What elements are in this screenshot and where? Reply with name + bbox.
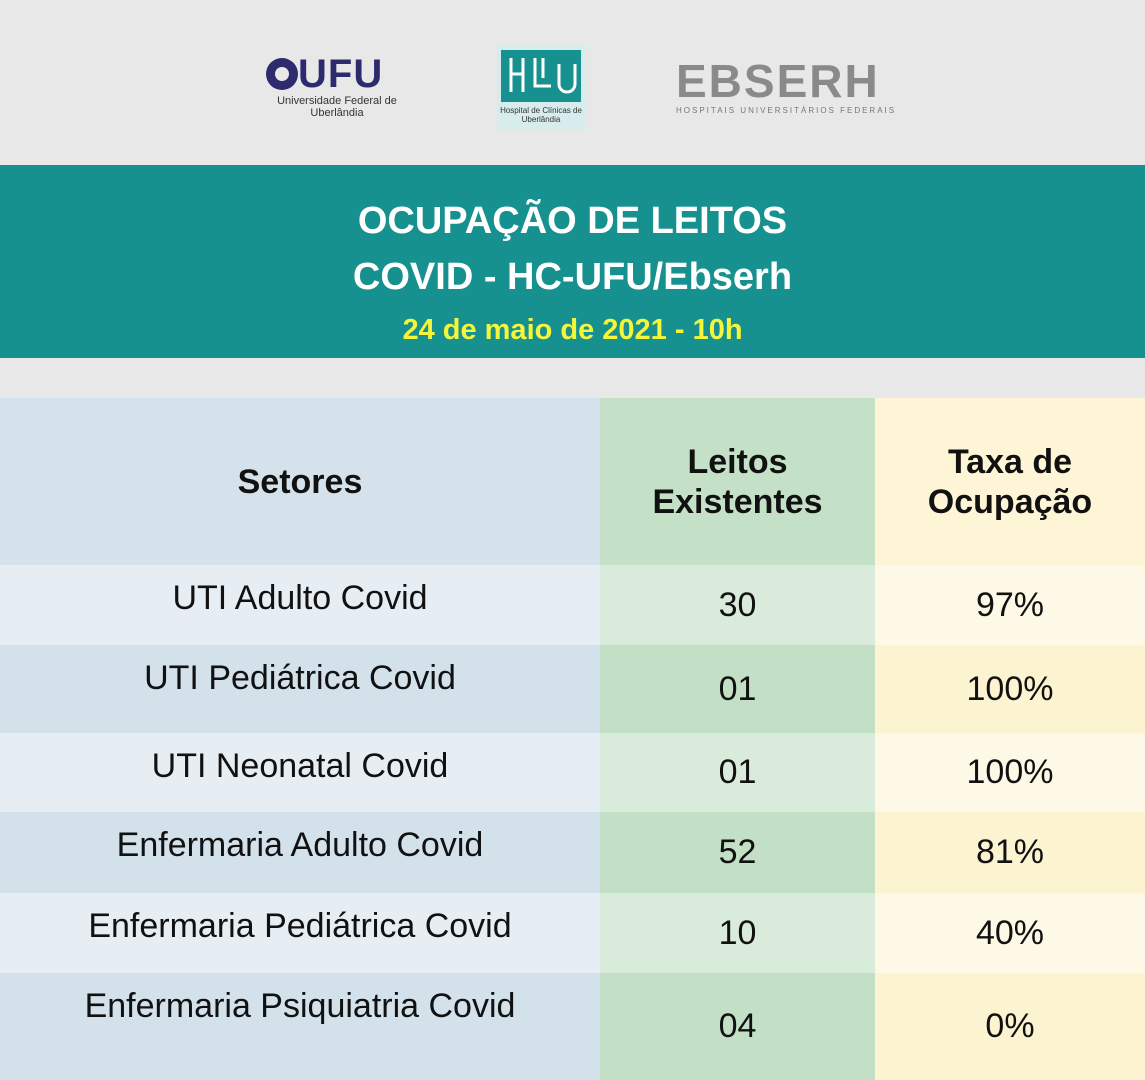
title-line: COVID - HC-UFU/Ebserh (352, 256, 793, 298)
value-cell: 10 (600, 893, 875, 973)
ufu-subtitle: Universidade Federal de Uberlândia (277, 95, 397, 119)
table: Setores Leitos Existentes Taxa de Ocupação… (0, 398, 1145, 1080)
hc-icon (501, 50, 581, 102)
value-cell: 81% (875, 812, 1145, 893)
value-cell: 01 (600, 733, 875, 812)
value-cell: 100% (875, 645, 1145, 733)
ufu-icon (266, 58, 298, 90)
value-cell: 30 (600, 565, 875, 645)
value-cell: 01 (600, 645, 875, 733)
sector-cell: Enfermaria Psiquiatria Covid (0, 973, 600, 1080)
hc-logo: Hospital de Clínicas de Uberlândia (497, 46, 585, 130)
value-cell: 04 (600, 973, 875, 1080)
column-header: Taxa de Ocupação (875, 398, 1145, 565)
value-cell: 0% (875, 973, 1145, 1080)
sector-cell: Enfermaria Pediátrica Covid (0, 893, 600, 973)
value-cell: 52 (600, 812, 875, 893)
ebserh-subtitle: HOSPITAIS UNIVERSITÁRIOS FEDERAIS (676, 106, 897, 115)
sector-cell: UTI Adulto Covid (0, 565, 600, 645)
sector-cell: UTI Pediátrica Covid (0, 645, 600, 733)
hc-subtitle: Hospital de Clínicas de Uberlândia (500, 106, 582, 124)
ebserh-name: EBSERH (676, 55, 880, 107)
value-cell: 40% (875, 893, 1145, 973)
title-line: OCUPAÇÃO DE LEITOS (357, 200, 788, 242)
column-header: Setores (0, 398, 600, 565)
value-cell: 97% (875, 565, 1145, 645)
ebserh-logo: EBSERH HOSPITAIS UNIVERSITÁRIOS FEDERAIS (676, 56, 896, 115)
ufu-name: UFU (298, 52, 384, 96)
column-header: Leitos Existentes (600, 398, 875, 565)
date: 24 de maio de 2021 - 10h (402, 314, 743, 346)
sector-cell: UTI Neonatal Covid (0, 733, 600, 812)
value-cell: 100% (875, 733, 1145, 812)
sector-cell: Enfermaria Adulto Covid (0, 812, 600, 893)
title-band: OCUPAÇÃO DE LEITOS COVID - HC-UFU/Ebserh… (0, 165, 1145, 358)
